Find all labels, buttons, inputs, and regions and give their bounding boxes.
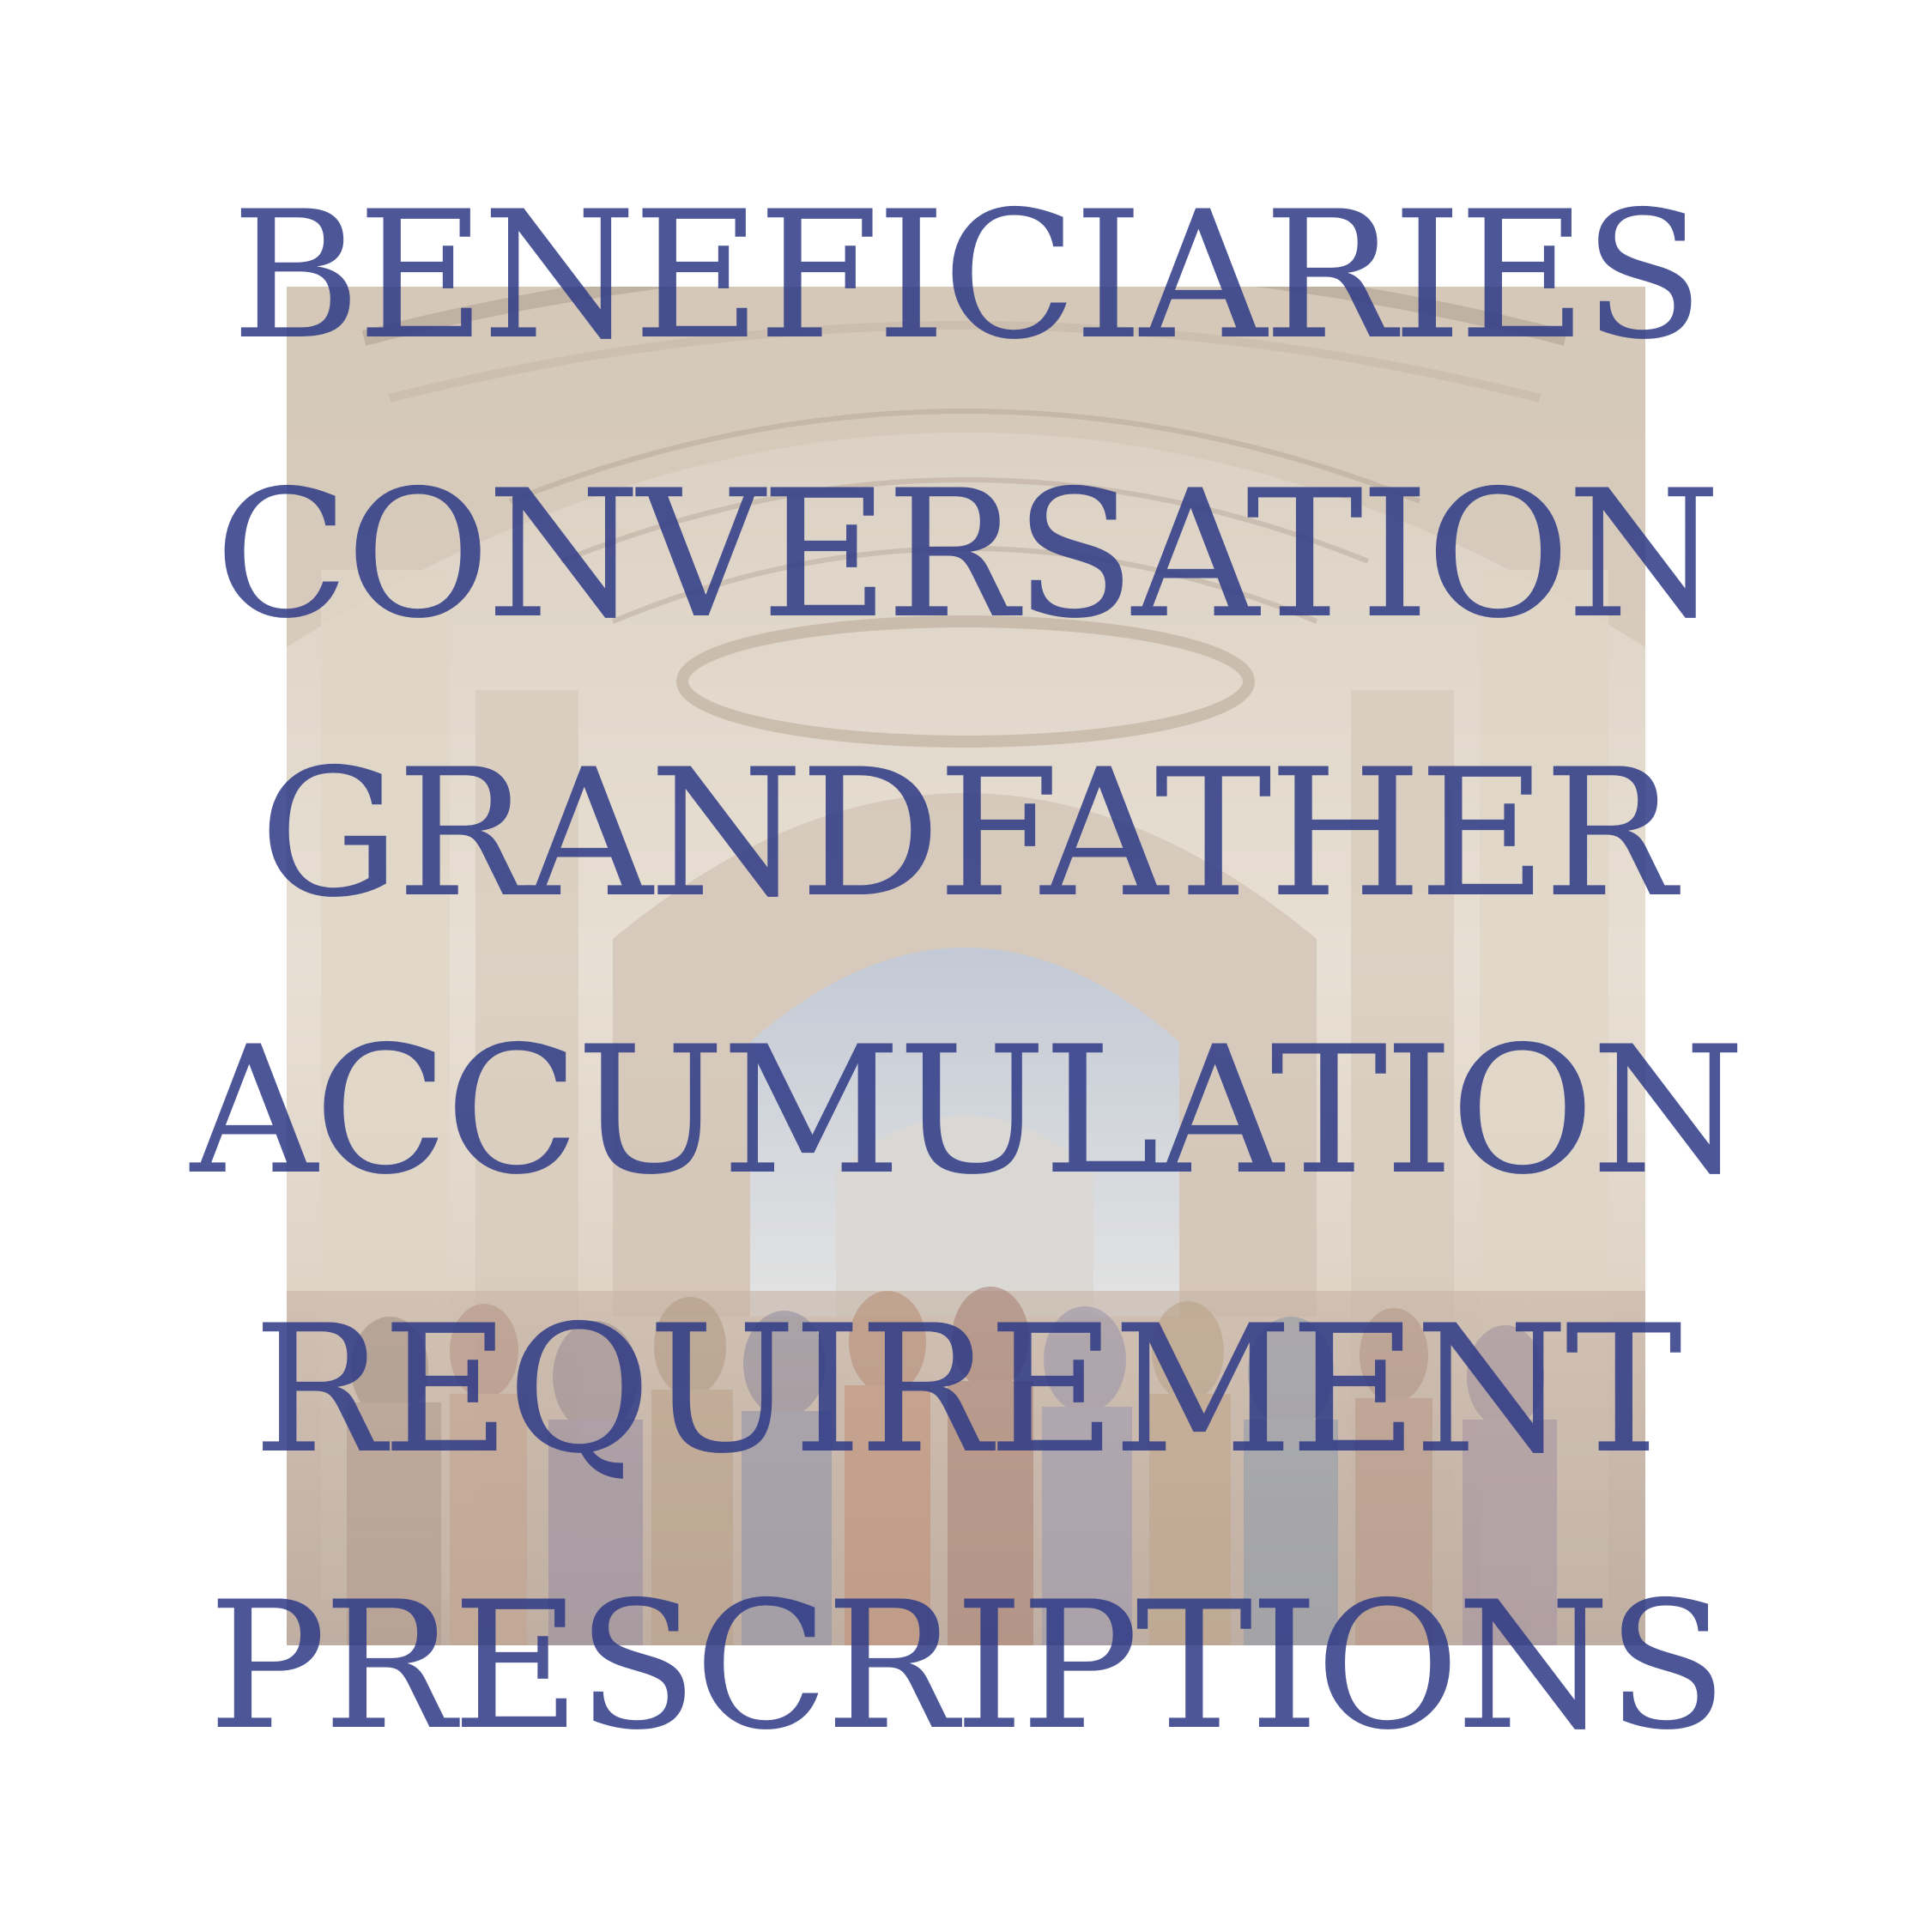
word-5: REQUIREMENT — [252, 1288, 1682, 1493]
fresco-background-image — [287, 287, 1645, 1645]
word-2: CONVERSATION — [215, 453, 1721, 657]
renaissance-fresco-image — [287, 287, 1645, 1645]
word-4: ACCUMULATION — [190, 1009, 1745, 1214]
word-3: GRANDFATHER — [259, 732, 1676, 936]
word-6: PRESCRIPTIONS — [208, 1565, 1727, 1769]
word-1: BENEFICIARIES — [231, 174, 1705, 379]
